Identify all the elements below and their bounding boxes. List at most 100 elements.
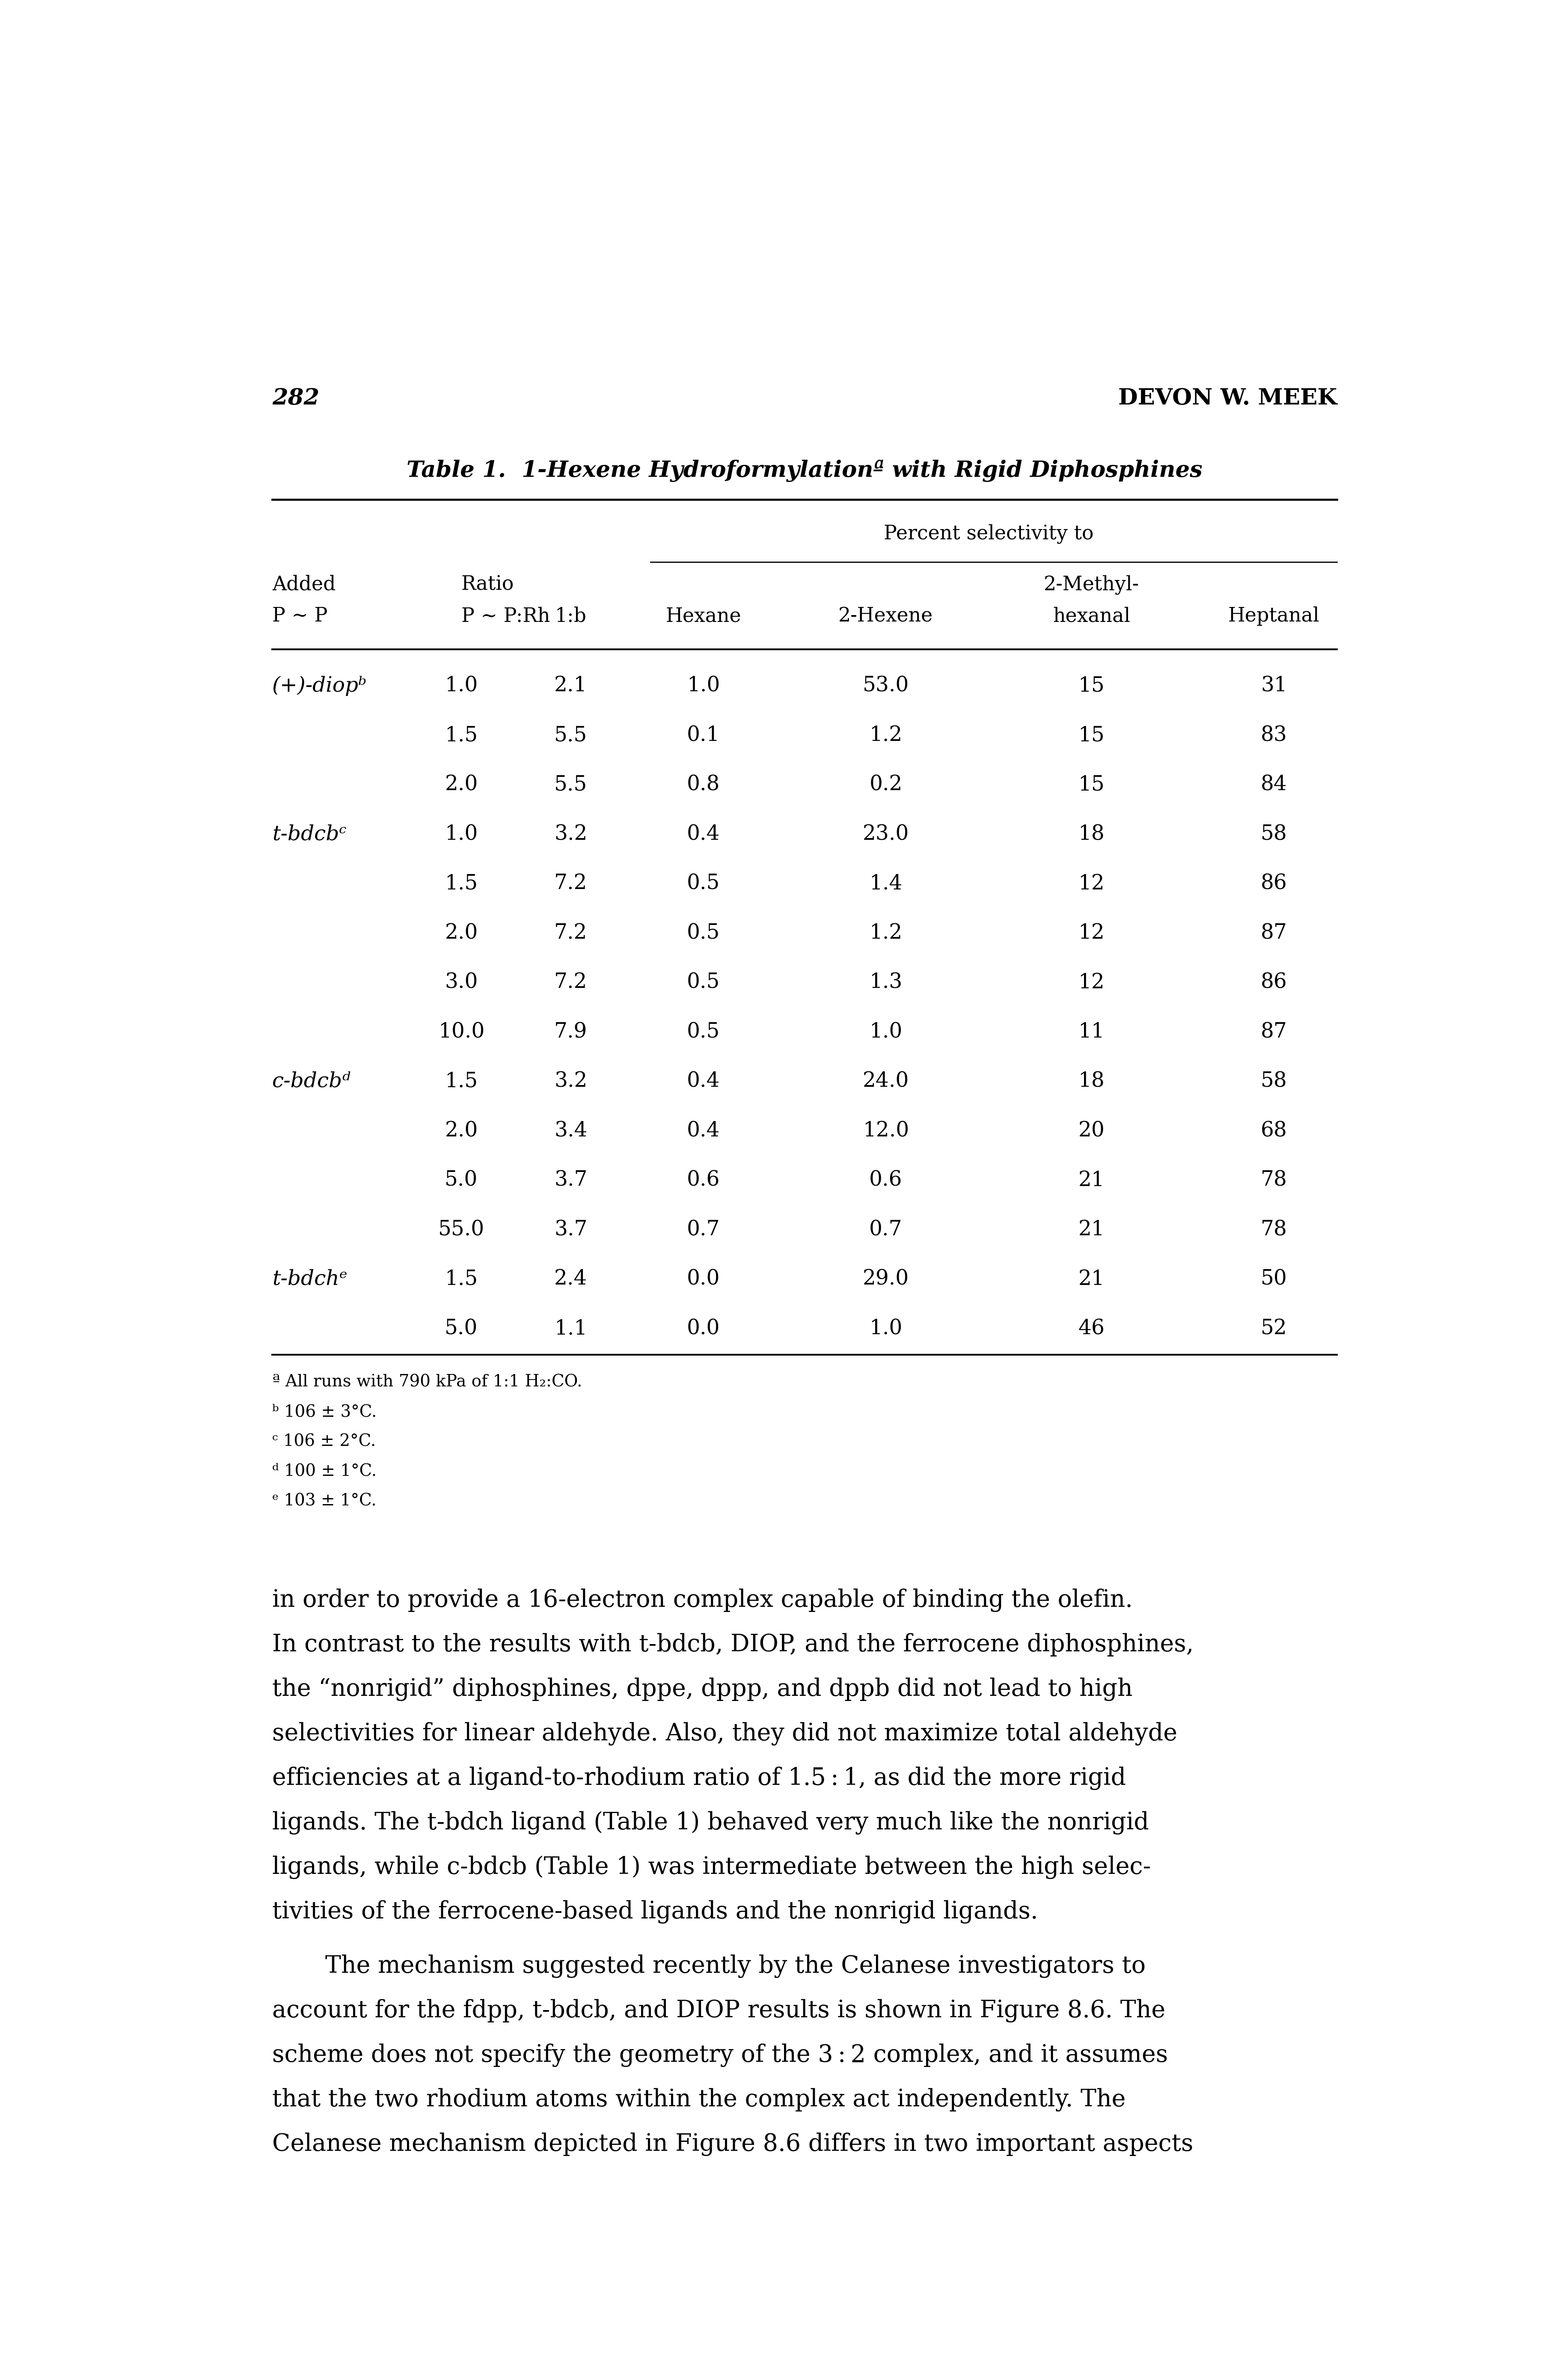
Text: 5.0: 5.0 bbox=[445, 1169, 478, 1190]
Text: 83: 83 bbox=[1261, 725, 1287, 746]
Text: ligands. The t-bdch ligand (Table 1) behaved very much like the nonrigid: ligands. The t-bdch ligand (Table 1) beh… bbox=[273, 1811, 1149, 1834]
Text: selectivities for linear aldehyde. Also, they did not maximize total aldehyde: selectivities for linear aldehyde. Also,… bbox=[273, 1723, 1178, 1746]
Text: 0.5: 0.5 bbox=[687, 972, 720, 993]
Text: Heptanal: Heptanal bbox=[1228, 606, 1320, 625]
Text: 7.2: 7.2 bbox=[554, 922, 588, 943]
Text: 58: 58 bbox=[1261, 1072, 1287, 1091]
Text: Hexane: Hexane bbox=[666, 606, 742, 625]
Text: 1.5: 1.5 bbox=[445, 725, 478, 746]
Text: 1.1: 1.1 bbox=[554, 1319, 588, 1338]
Text: Celanese mechanism depicted in Figure 8.6 differs in two important aspects: Celanese mechanism depicted in Figure 8.… bbox=[273, 2131, 1193, 2155]
Text: 3.0: 3.0 bbox=[445, 972, 478, 993]
Text: t-bdchᵉ: t-bdchᵉ bbox=[273, 1269, 348, 1290]
Text: 282: 282 bbox=[273, 387, 320, 409]
Text: 0.4: 0.4 bbox=[687, 1121, 720, 1140]
Text: ligands, while c-bdcb (Table 1) was intermediate between the high selec-: ligands, while c-bdcb (Table 1) was inte… bbox=[273, 1856, 1151, 1879]
Text: 58: 58 bbox=[1261, 824, 1287, 843]
Text: 18: 18 bbox=[1079, 824, 1105, 843]
Text: 0.1: 0.1 bbox=[687, 725, 720, 746]
Text: hexanal: hexanal bbox=[1052, 606, 1131, 625]
Text: 52: 52 bbox=[1261, 1319, 1287, 1338]
Text: efficiencies at a ligand-to-rhodium ratio of 1.5 : 1, as did the more rigid: efficiencies at a ligand-to-rhodium rati… bbox=[273, 1768, 1126, 1789]
Text: 1.0: 1.0 bbox=[869, 1022, 903, 1041]
Text: 2.1: 2.1 bbox=[554, 675, 588, 696]
Text: 3.2: 3.2 bbox=[554, 1072, 588, 1091]
Text: 1.2: 1.2 bbox=[869, 922, 902, 943]
Text: 1.0: 1.0 bbox=[445, 675, 478, 696]
Text: 3.2: 3.2 bbox=[554, 824, 588, 843]
Text: 7.9: 7.9 bbox=[554, 1022, 588, 1041]
Text: 1.2: 1.2 bbox=[869, 725, 902, 746]
Text: (+)-diopᵇ: (+)-diopᵇ bbox=[273, 675, 367, 696]
Text: 86: 86 bbox=[1261, 874, 1287, 893]
Text: account for the fdpp, t-bdcb, and DIOP results is shown in Figure 8.6. The: account for the fdpp, t-bdcb, and DIOP r… bbox=[273, 1998, 1165, 2022]
Text: the “nonrigid” diphosphines, dppe, dppp, and dppb did not lead to high: the “nonrigid” diphosphines, dppe, dppp,… bbox=[273, 1677, 1132, 1701]
Text: 0.0: 0.0 bbox=[687, 1319, 720, 1338]
Text: 0.7: 0.7 bbox=[687, 1219, 720, 1240]
Text: 23.0: 23.0 bbox=[862, 824, 909, 843]
Text: 84: 84 bbox=[1261, 775, 1287, 794]
Text: 2.4: 2.4 bbox=[554, 1269, 588, 1290]
Text: 2-Hexene: 2-Hexene bbox=[839, 606, 933, 625]
Text: 3.7: 3.7 bbox=[554, 1169, 588, 1190]
Text: 1.0: 1.0 bbox=[687, 675, 720, 696]
Text: 0.6: 0.6 bbox=[687, 1169, 720, 1190]
Text: 2-Methyl-: 2-Methyl- bbox=[1044, 575, 1140, 594]
Text: 55.0: 55.0 bbox=[437, 1219, 485, 1240]
Text: ᵉ 103 ± 1°C.: ᵉ 103 ± 1°C. bbox=[273, 1492, 376, 1509]
Text: ᵈ 100 ± 1°C.: ᵈ 100 ± 1°C. bbox=[273, 1464, 376, 1480]
Text: 1.5: 1.5 bbox=[445, 1269, 478, 1290]
Text: Ratio: Ratio bbox=[461, 575, 514, 594]
Text: 50: 50 bbox=[1261, 1269, 1287, 1290]
Text: 7.2: 7.2 bbox=[554, 874, 588, 893]
Text: in order to provide a 16-electron complex capable of binding the olefin.: in order to provide a 16-electron comple… bbox=[273, 1590, 1134, 1611]
Text: scheme does not specify the geometry of the 3 : 2 complex, and it assumes: scheme does not specify the geometry of … bbox=[273, 2043, 1168, 2067]
Text: 2.0: 2.0 bbox=[445, 922, 478, 943]
Text: 0.5: 0.5 bbox=[687, 874, 720, 893]
Text: The mechanism suggested recently by the Celanese investigators to: The mechanism suggested recently by the … bbox=[325, 1955, 1146, 1977]
Text: that the two rhodium atoms within the complex act independently. The: that the two rhodium atoms within the co… bbox=[273, 2089, 1126, 2112]
Text: 31: 31 bbox=[1261, 675, 1287, 696]
Text: 87: 87 bbox=[1261, 1022, 1287, 1041]
Text: In contrast to the results with t-bdcb, DIOP, and the ferrocene diphosphines,: In contrast to the results with t-bdcb, … bbox=[273, 1632, 1193, 1656]
Text: 68: 68 bbox=[1261, 1121, 1287, 1140]
Text: 78: 78 bbox=[1261, 1219, 1287, 1240]
Text: 0.7: 0.7 bbox=[869, 1219, 903, 1240]
Text: 15: 15 bbox=[1079, 675, 1105, 696]
Text: 1.4: 1.4 bbox=[869, 874, 903, 893]
Text: 87: 87 bbox=[1261, 922, 1287, 943]
Text: 21: 21 bbox=[1079, 1219, 1105, 1240]
Text: 21: 21 bbox=[1079, 1269, 1105, 1290]
Text: 3.7: 3.7 bbox=[554, 1219, 588, 1240]
Text: 24.0: 24.0 bbox=[862, 1072, 909, 1091]
Text: 0.4: 0.4 bbox=[687, 1072, 720, 1091]
Text: 12: 12 bbox=[1079, 874, 1105, 893]
Text: 53.0: 53.0 bbox=[862, 675, 909, 696]
Text: ᶜ 106 ± 2°C.: ᶜ 106 ± 2°C. bbox=[273, 1433, 376, 1449]
Text: DEVON W. MEEK: DEVON W. MEEK bbox=[1118, 387, 1338, 409]
Text: 12.0: 12.0 bbox=[862, 1121, 909, 1140]
Text: 1.5: 1.5 bbox=[445, 874, 478, 893]
Text: 0.4: 0.4 bbox=[687, 824, 720, 843]
Text: 5.0: 5.0 bbox=[445, 1319, 478, 1338]
Text: 12: 12 bbox=[1079, 972, 1105, 993]
Text: 10.0: 10.0 bbox=[437, 1022, 485, 1041]
Text: Table 1.  1-Hexene Hydroformylationª with Rigid Diphosphines: Table 1. 1-Hexene Hydroformylationª with… bbox=[406, 461, 1203, 482]
Text: P ∼ P:Rh: P ∼ P:Rh bbox=[461, 606, 550, 625]
Text: 0.5: 0.5 bbox=[687, 922, 720, 943]
Text: 46: 46 bbox=[1079, 1319, 1105, 1338]
Text: 86: 86 bbox=[1261, 972, 1287, 993]
Text: 11: 11 bbox=[1079, 1022, 1105, 1041]
Text: t-bdcbᶜ: t-bdcbᶜ bbox=[273, 824, 347, 843]
Text: 0.0: 0.0 bbox=[687, 1269, 720, 1290]
Text: 5.5: 5.5 bbox=[554, 725, 588, 746]
Text: 12: 12 bbox=[1079, 922, 1105, 943]
Text: 7.2: 7.2 bbox=[554, 972, 588, 993]
Text: ª All runs with 790 kPa of 1:1 H₂:CO.: ª All runs with 790 kPa of 1:1 H₂:CO. bbox=[273, 1373, 582, 1390]
Text: 78: 78 bbox=[1261, 1169, 1287, 1190]
Text: 2.0: 2.0 bbox=[445, 775, 478, 794]
Text: 5.5: 5.5 bbox=[554, 775, 588, 794]
Text: 15: 15 bbox=[1079, 775, 1105, 794]
Text: 0.6: 0.6 bbox=[869, 1169, 903, 1190]
Text: 29.0: 29.0 bbox=[862, 1269, 909, 1290]
